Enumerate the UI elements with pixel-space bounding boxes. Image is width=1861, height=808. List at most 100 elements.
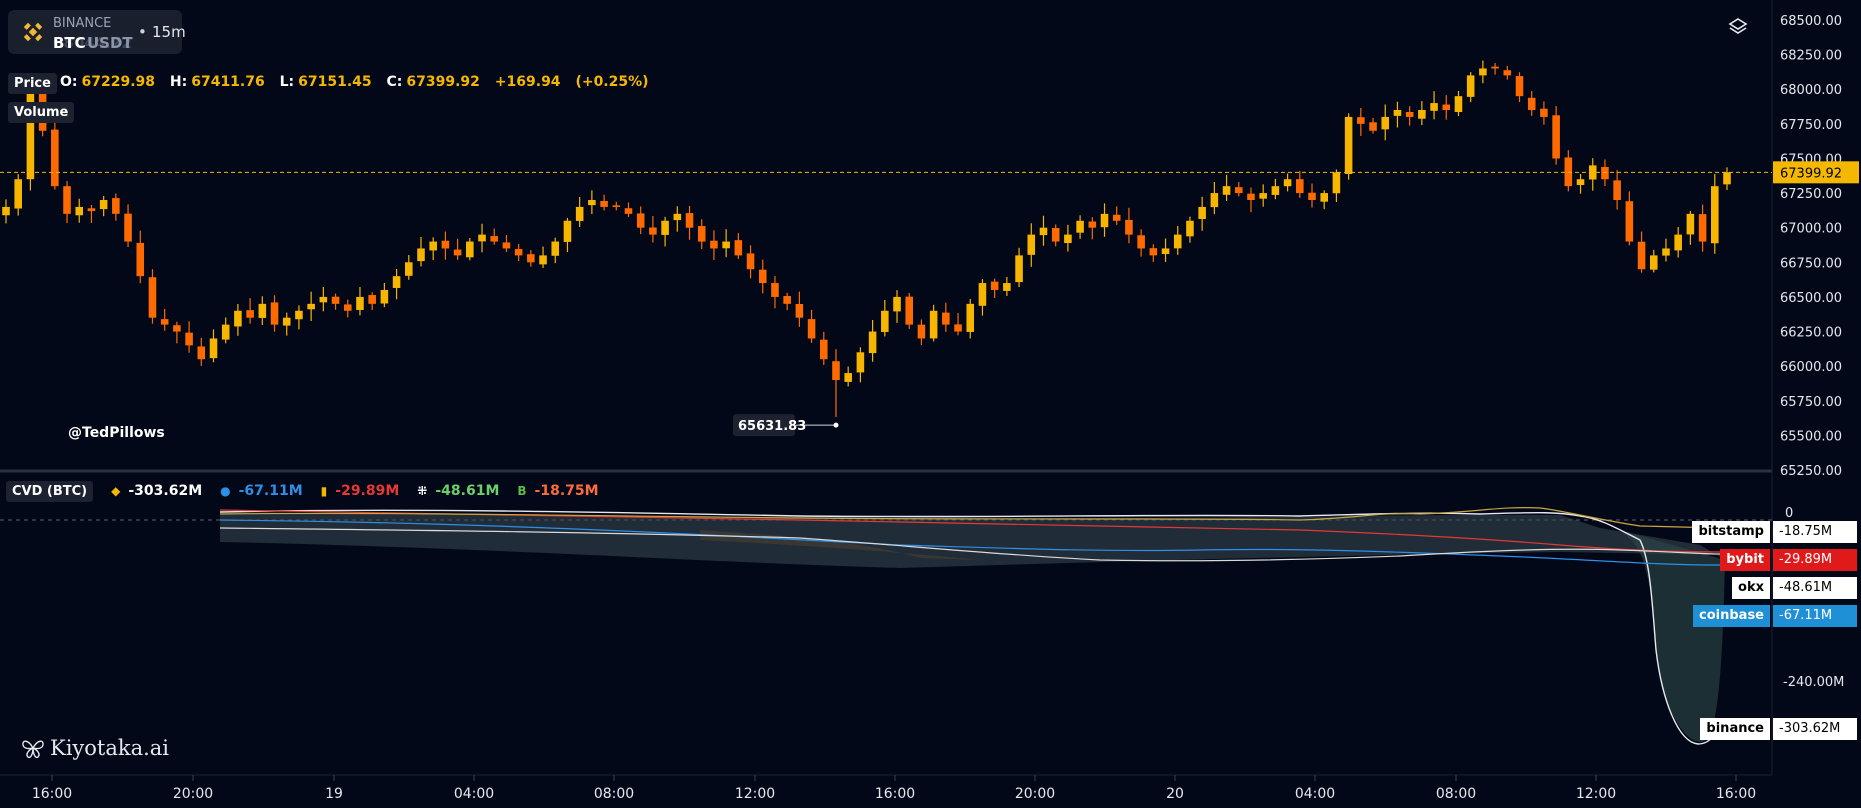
ohlc-change: +169.94 <box>494 74 561 90</box>
cvd-tag-name: bitstamp <box>1692 521 1770 543</box>
current-price-tag <box>1773 161 1859 184</box>
y-tick-label: 66000.00 <box>1780 360 1842 375</box>
symbol-pill[interactable]: BINANCE 68044.72 BTC USDT • 15m <box>8 10 186 54</box>
current-price-label: 67399.92 <box>1780 166 1842 181</box>
overlay: 65631.83 67399.92 <box>0 161 1859 437</box>
candle-body <box>1210 193 1219 208</box>
faded-price: 68044.72 <box>53 34 132 52</box>
candle-body <box>942 312 950 325</box>
candle-body <box>1479 68 1487 76</box>
ohlc-readout: O: 67229.98 H: 67411.76 L: 67151.45 C: 67399… <box>60 74 659 90</box>
y-tick-label: 68250.00 <box>1780 49 1842 64</box>
cvd-legend-item[interactable]: ⁜ -48.61M <box>417 483 499 499</box>
candle-body <box>112 198 120 214</box>
candle-body <box>1393 110 1402 116</box>
candle-body <box>1283 179 1292 187</box>
candle-body <box>1198 206 1206 220</box>
y-tick-label: 67000.00 <box>1780 222 1842 237</box>
bybit-icon: ▮ <box>320 484 328 498</box>
interval-label[interactable]: 15m <box>152 23 186 41</box>
cvd-tag-name: okx <box>1732 577 1770 599</box>
candle-body <box>405 262 413 276</box>
candle-body <box>868 331 877 354</box>
candle-body <box>1173 234 1182 249</box>
candle-body <box>1149 248 1158 256</box>
candle-body <box>1527 97 1536 110</box>
candle-body <box>881 310 889 332</box>
candle-body <box>527 254 535 263</box>
cvd-legend-item[interactable]: ▮ -29.89M <box>321 483 400 499</box>
cvd-line-okx <box>219 527 1721 562</box>
candle-body <box>1515 76 1524 97</box>
candle-body <box>563 220 572 242</box>
cvd-legend-value: -18.75M <box>534 483 599 499</box>
cvd-legend-item[interactable]: ● -67.11M <box>220 483 303 499</box>
candle-body <box>1686 213 1695 235</box>
candle-body <box>1259 193 1267 199</box>
ohlc-change-pct: (+0.25%) <box>575 74 649 90</box>
candle-body <box>795 303 804 318</box>
candle-body <box>1271 186 1280 195</box>
candle-body <box>1357 117 1365 124</box>
candle-body <box>1430 103 1438 111</box>
candle-body <box>99 200 108 210</box>
candle-body <box>392 276 401 288</box>
cvd-band <box>220 512 1725 568</box>
candle-body <box>502 242 511 249</box>
candle-body <box>1161 248 1170 255</box>
cvd-tag-bitstamp: bitstamp -18.75M <box>0 521 1861 543</box>
candle-body <box>1076 220 1084 233</box>
y-tick-label: 68000.00 <box>1780 83 1842 98</box>
candles <box>2 60 1731 418</box>
candle-body <box>160 319 169 325</box>
cvd-tag-value: -303.62M <box>1773 718 1857 740</box>
price-pane-label[interactable]: Price <box>8 73 57 94</box>
candle-body <box>1576 179 1585 185</box>
cvd-line-bitstamp <box>219 507 1721 529</box>
cvd-axis-zero: 0 <box>1785 506 1793 521</box>
ohlc-low: 67151.45 <box>298 74 372 90</box>
candle-body <box>441 240 450 249</box>
candle-body <box>1637 241 1646 270</box>
x-tick-label: 20:00 <box>173 786 213 802</box>
candle-body <box>14 179 22 209</box>
candle-body <box>746 253 755 270</box>
candle-body <box>1564 157 1573 187</box>
candle-body <box>173 325 181 332</box>
volume-pane-label[interactable]: Volume <box>8 102 75 123</box>
cvd-legend-item[interactable]: B -18.75M <box>517 483 598 499</box>
ohlc-low-label: L: <box>279 74 295 90</box>
candle-body <box>1027 234 1036 255</box>
candle-body <box>929 310 938 339</box>
cvd-legend-item[interactable]: ◆ -303.62M <box>111 483 202 499</box>
cvd-legend: CVD (BTC) ◆ -303.62M ● -67.11M ▮ -29.89M ⁜ -48.… <box>6 480 599 502</box>
exchange-label: BINANCE <box>53 16 112 31</box>
candle-body <box>75 206 84 216</box>
grid <box>0 0 1773 776</box>
candle-body <box>1466 75 1475 97</box>
candle-body <box>1613 180 1621 200</box>
candle-body <box>514 249 523 256</box>
pair-base: BTC <box>53 34 86 52</box>
candle-body <box>380 290 389 304</box>
cvd-title[interactable]: CVD (BTC) <box>6 480 94 502</box>
candle-body <box>1296 179 1304 194</box>
cvd-tag-binance: binance -303.62M <box>0 718 1861 740</box>
layers-icon[interactable] <box>1727 16 1749 38</box>
okx-icon: ⁜ <box>417 484 428 498</box>
cvd-tag-name: coinbase <box>1693 605 1770 627</box>
low-annotation-bg <box>732 414 795 437</box>
cvd-legend-value: -303.62M <box>128 483 203 499</box>
candle-body <box>636 213 645 228</box>
candle-body <box>148 277 157 318</box>
x-tick-label: 20:00 <box>1015 786 1055 802</box>
candle-body <box>1601 167 1609 180</box>
y-axis: 68500.0068250.0068000.0067750.0067500.00… <box>1780 14 1842 479</box>
y-tick-label: 68500.00 <box>1780 14 1842 29</box>
x-tick-label: 04:00 <box>454 786 494 802</box>
candle-body <box>1344 116 1353 174</box>
candle-body <box>1405 111 1414 117</box>
candle-body <box>1003 283 1011 291</box>
